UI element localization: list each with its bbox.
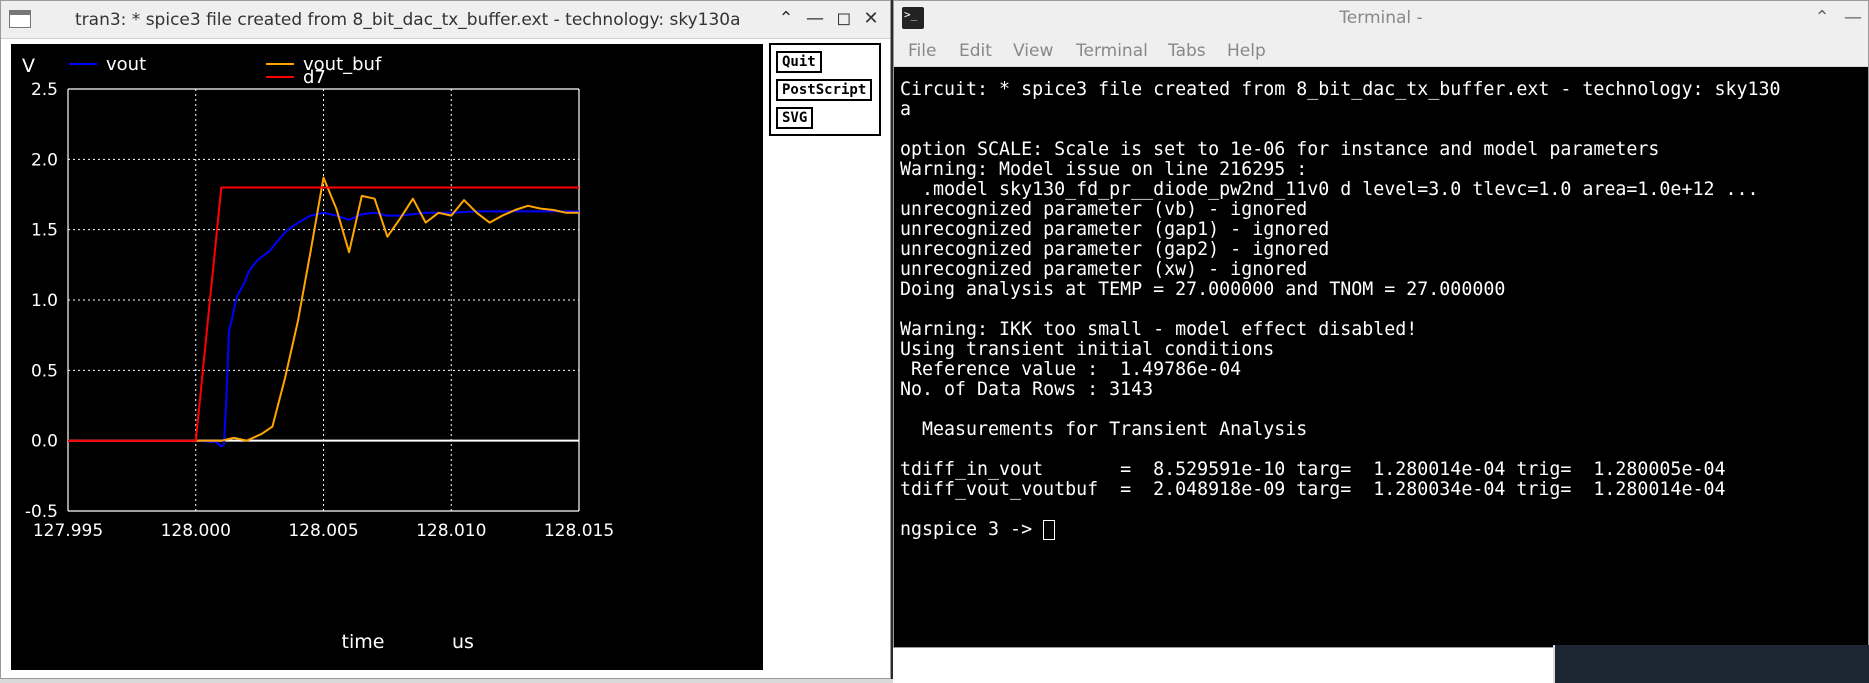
menu-tabs[interactable]: Tabs: [1168, 41, 1206, 61]
terminal-cursor: [1043, 520, 1056, 540]
chevron-up-icon[interactable]: ⌃: [778, 8, 794, 29]
y-tick-label: 1.0: [31, 291, 58, 311]
legend-label-d7: d7: [303, 67, 326, 88]
desktop-background: [893, 648, 1553, 683]
terminal-line: unrecognized parameter (gap2) - ignored: [900, 239, 1330, 260]
series-line-vout: [68, 210, 579, 448]
y-tick-label: 2.5: [31, 80, 58, 100]
terminal-line: [900, 120, 1866, 140]
desktop-panel: [1553, 645, 1869, 683]
terminal-window: Terminal - ⌃ — File Edit View Terminal T…: [893, 0, 1869, 648]
menu-terminal[interactable]: Terminal: [1076, 41, 1148, 61]
maximize-icon[interactable]: ◻: [836, 8, 852, 29]
terminal-line: tdiff_in_vout = 8.529591e-10 targ= 1.280…: [900, 459, 1726, 480]
y-tick-label: 0.5: [31, 361, 58, 381]
terminal-line: [900, 500, 1866, 520]
terminal-line: unrecognized parameter (vb) - ignored: [900, 199, 1308, 220]
terminal-line: Measurements for Transient Analysis: [900, 419, 1308, 440]
window-app-icon: [9, 10, 31, 28]
minimize-icon[interactable]: —: [806, 8, 824, 29]
x-axis-unit: us: [452, 631, 474, 653]
x-tick-label: 127.995: [33, 521, 103, 541]
menu-help[interactable]: Help: [1227, 41, 1266, 61]
y-tick-label: -0.5: [25, 502, 58, 522]
desktop-strip: [0, 679, 893, 683]
plot-grid: [67, 88, 580, 512]
terminal-line: [900, 440, 1866, 460]
terminal-line: Using transient initial conditions: [900, 339, 1275, 360]
terminal-output[interactable]: Circuit: * spice3 file created from 8_bi…: [900, 80, 1866, 640]
chevron-up-icon[interactable]: ⌃: [1814, 7, 1830, 28]
plot-window-titlebar[interactable]: tran3: * spice3 file created from 8_bit_…: [1, 1, 890, 39]
terminal-line: Warning: Model issue on line 216295 :: [900, 159, 1308, 180]
plot-window: tran3: * spice3 file created from 8_bit_…: [0, 0, 891, 679]
terminal-menubar: File Edit View Terminal Tabs Help: [894, 35, 1868, 67]
terminal-line: Doing analysis at TEMP = 27.000000 and T…: [900, 279, 1506, 300]
plot-series: [68, 176, 579, 448]
terminal-line: option SCALE: Scale is set to 1e-06 for …: [900, 139, 1660, 160]
close-icon[interactable]: ✕: [863, 8, 879, 29]
x-tick-label: 128.010: [416, 521, 486, 541]
terminal-line: [900, 400, 1866, 420]
terminal-line: unrecognized parameter (xw) - ignored: [900, 259, 1308, 280]
menu-view[interactable]: View: [1013, 41, 1054, 61]
y-tick-label: 1.5: [31, 221, 58, 241]
terminal-prompt-line[interactable]: ngspice 3 ->: [900, 520, 1866, 540]
x-tick-label: 128.000: [161, 521, 231, 541]
menu-file[interactable]: File: [908, 41, 937, 61]
terminal-line: [900, 300, 1866, 320]
terminal-line: tdiff_vout_voutbuf = 2.048918e-09 targ= …: [900, 479, 1726, 500]
legend-label-vout: vout: [106, 54, 146, 75]
terminal-line: Warning: IKK too small - model effect di…: [900, 319, 1418, 340]
y-tick-label: 0.0: [31, 432, 58, 452]
terminal-title: Terminal -: [1339, 8, 1423, 28]
series-line-d7: [68, 186, 579, 442]
y-axis-label: V: [22, 55, 35, 77]
terminal-prompt: ngspice 3 ->: [900, 519, 1044, 540]
plot-area[interactable]: 127.995 128.000 128.005 128.010 128.015 2.5 2.…: [11, 44, 763, 670]
terminal-icon: [902, 7, 924, 29]
terminal-line: No. of Data Rows : 3143: [900, 379, 1154, 400]
terminal-line: .model sky130_fd_pr__diode_pw2nd_11v0 d …: [900, 179, 1759, 200]
x-tick-label: 128.005: [288, 521, 358, 541]
plot-tick-labels: 127.995 128.000 128.005 128.010 128.015 2.5 2.…: [25, 80, 614, 541]
svg-button[interactable]: SVG: [776, 107, 814, 129]
y-tick-label: 2.0: [31, 150, 58, 170]
series-line-vout_buf: [68, 176, 579, 442]
menu-edit[interactable]: Edit: [959, 41, 992, 61]
terminal-titlebar[interactable]: Terminal - ⌃ —: [894, 1, 1868, 35]
plot-window-title: tran3: * spice3 file created from 8_bit_…: [75, 10, 741, 30]
waveform-chart: 127.995 128.000 128.005 128.010 128.015 2.5 2.…: [22, 54, 614, 653]
x-tick-label: 128.015: [544, 521, 614, 541]
terminal-line: unrecognized parameter (gap1) - ignored: [900, 219, 1330, 240]
terminal-line: a: [900, 99, 912, 120]
terminal-line: Reference value : 1.49786e-04: [900, 359, 1242, 380]
minimize-icon[interactable]: —: [1844, 7, 1862, 28]
postscript-button[interactable]: PostScript: [776, 79, 873, 101]
quit-button[interactable]: Quit: [776, 51, 822, 73]
plot-button-panel: Quit PostScript SVG: [769, 43, 881, 136]
terminal-line: Circuit: * spice3 file created from 8_bi…: [900, 80, 1781, 100]
legend-label-vout_buf: vout_buf: [303, 54, 382, 75]
x-axis-label: time: [342, 631, 385, 653]
